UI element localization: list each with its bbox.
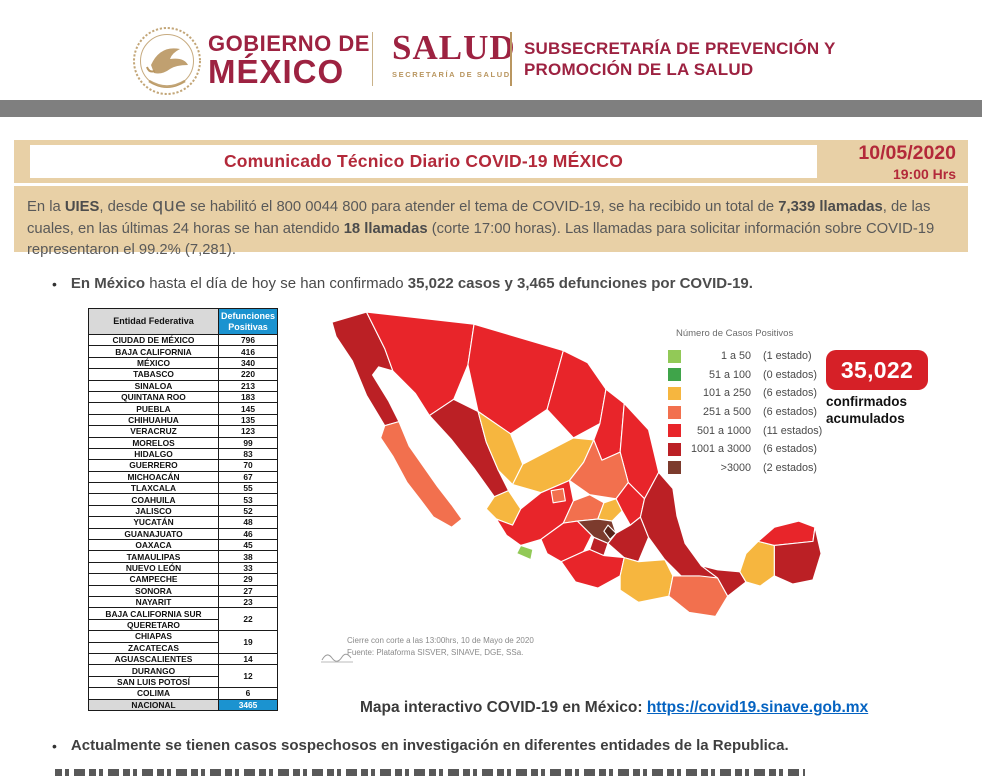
bullet-icon: • — [52, 276, 57, 292]
map-cutoff-note: Cierre con corte a las 13:00hrs, 10 de M… — [347, 636, 534, 645]
table-row: NUEVO LEÓN 33 — [88, 561, 279, 575]
subsecretaria-line2: PROMOCIÓN DE LA SALUD — [524, 60, 754, 80]
confirmed-total-value: 35,022 — [840, 356, 914, 383]
report-time: 19:00 Hrs — [892, 166, 956, 182]
map-source-note: Fuente: Plataforma SISVER, SINAVE, DGE, … — [347, 648, 524, 657]
salud-wordmark: SALUD SECRETARÍA DE SALUD — [392, 30, 516, 79]
mexico-covid-map — [331, 311, 822, 618]
ministry-name: SALUD — [392, 28, 516, 67]
brand-line2: MÉXICO — [208, 53, 345, 91]
header-divider-gold — [510, 32, 512, 86]
confirmed-total-label: confirmados acumulados — [826, 394, 908, 426]
table-row: OAXACA 45 — [88, 539, 279, 552]
table-row: YUCATÁN 48 — [88, 516, 279, 529]
subsecretaria-title: SUBSECRETARÍA DE PREVENCIÓN Y PROMOCIÓN … — [524, 38, 836, 81]
table-row: BAJA CALIFORNIA SUR 22 — [88, 607, 279, 632]
report-date: 10/05/2020 — [858, 142, 956, 164]
table-row: DURANGO 12 — [88, 664, 279, 689]
page-title: Comunicado Técnico Diario COVID-19 MÉXIC… — [223, 151, 624, 171]
column-header-entidad: Entidad Federativa — [88, 308, 219, 335]
subsecretaria-line1: SUBSECRETARÍA DE PREVENCIÓN Y — [524, 39, 836, 58]
table-row: QUINTANA ROO 183 — [88, 390, 279, 404]
table-row: NAYARIT 23 — [88, 595, 279, 609]
report-datetime: 10/05/2020 19:00 Hrs — [858, 142, 956, 182]
legend-title: Número de Casos Positivos — [676, 328, 794, 339]
table-row: GUANAJUATO 46 — [88, 527, 279, 541]
title-box: Comunicado Técnico Diario COVID-19 MÉXIC… — [30, 145, 817, 178]
legend-swatch-icon — [668, 442, 681, 456]
table-row: JALISCO 52 — [88, 504, 279, 518]
header-divider — [372, 32, 373, 86]
table-row: PUEBLA 145 — [88, 402, 279, 415]
intro-paragraph: En la UIES, desde que se habilitó el 800… — [14, 186, 968, 258]
legend-item: 251 a 500 (6 estados) — [668, 403, 868, 422]
table-row: BAJA CALIFORNIA 416 — [88, 345, 279, 358]
table-row: MICHOACÁN 67 — [88, 470, 279, 484]
table-row: SINALOA 213 — [88, 379, 279, 392]
table-row: AGUASCALIENTES 14 — [88, 652, 279, 666]
table-row: TABASCO 220 — [88, 368, 279, 381]
legend-item: 51 a 100 (0 estados) — [668, 366, 868, 385]
legend-item: >3000 (2 estados) — [668, 459, 868, 478]
table-row: COLIMA 6 — [88, 687, 279, 700]
column-header-defunciones: Defunciones Positivas — [217, 308, 279, 335]
table-row: MORELOS 99 — [88, 436, 279, 449]
table-total-row: NACIONAL 3465 — [88, 698, 279, 711]
table-row: VERACRUZ 123 — [88, 425, 279, 438]
legend-item: 1001 a 3000 (6 estados) — [668, 440, 868, 459]
map-caption-text: Mapa interactivo COVID-19 en México: — [360, 699, 643, 716]
deaths-by-state-table: Entidad Federativa Defunciones Positivas… — [88, 308, 279, 711]
mexico-coat-of-arms-icon — [131, 24, 203, 103]
legend-swatch-icon — [668, 461, 681, 475]
legend-swatch-icon — [668, 424, 681, 438]
sinave-map-link[interactable]: https://covid19.sinave.gob.mx — [646, 699, 869, 716]
bullet-suspect-cases: • Actualmente se tienen casos sospechoso… — [52, 737, 952, 755]
bullet-confirmed-text: En México hasta el día de hoy se han con… — [70, 275, 753, 292]
table-row: CHIAPAS 19 — [88, 630, 279, 654]
table-row: MÉXICO 340 — [88, 356, 279, 370]
legend-swatch-icon — [668, 386, 681, 400]
brand-line1: GOBIERNO DE — [208, 31, 370, 56]
legend-item: 1 a 50 (1 estado) — [668, 347, 868, 366]
map-legend: Número de Casos Positivos 1 a 50 (1 estad… — [668, 328, 868, 477]
legend-swatch-icon — [668, 405, 681, 419]
bullet-icon: • — [52, 738, 57, 754]
legend-swatch-icon — [668, 349, 681, 363]
map-caption: Mapa interactivo COVID-19 en México: htt… — [360, 699, 868, 717]
header-gray-bar — [0, 100, 982, 117]
bullet-confirmed-cases: • En México hasta el día de hoy se han c… — [52, 275, 932, 293]
title-strip: Comunicado Técnico Diario COVID-19 MÉXIC… — [14, 140, 968, 183]
table-row: SONORA 27 — [88, 584, 279, 598]
table-row: CHIHUAHUA 135 — [88, 413, 279, 427]
cutoff-text-line — [55, 769, 805, 776]
map-scale-icon — [320, 650, 354, 669]
table-row: GUERRERO 70 — [88, 459, 279, 472]
table-row: TLAXCALA 55 — [88, 482, 279, 495]
legend-item: 101 a 250 (6 estados) — [668, 384, 868, 403]
bullet-suspects-text: Actualmente se tienen casos sospechosos … — [70, 737, 789, 754]
table-header-row: Entidad Federativa Defunciones Positivas — [88, 308, 279, 335]
table-row: SAN LUIS POTOSÍ — [88, 675, 278, 689]
confirmed-total-badge: 35,022 — [826, 350, 928, 390]
table-row: QUERETARO — [88, 618, 278, 632]
legend-item: 501 a 1000 (11 estados) — [668, 421, 868, 440]
table-row: CIUDAD DE MÉXICO 796 — [88, 333, 279, 347]
table-row: HIDALGO 83 — [88, 447, 279, 461]
ministry-subtitle: SECRETARÍA DE SALUD — [392, 70, 511, 79]
table-row: TAMAULIPAS 38 — [88, 550, 279, 563]
legend-swatch-icon — [668, 368, 681, 382]
table-row: CAMPECHE 29 — [88, 573, 279, 586]
table-row: COAHUILA 53 — [88, 493, 279, 506]
table-row: ZACATECAS — [88, 641, 278, 654]
map-footnote: Cierre con corte a las 13:00hrs, 10 de M… — [347, 635, 534, 659]
gobierno-de-mexico-wordmark: GOBIERNO DE MÉXICO — [208, 31, 370, 91]
